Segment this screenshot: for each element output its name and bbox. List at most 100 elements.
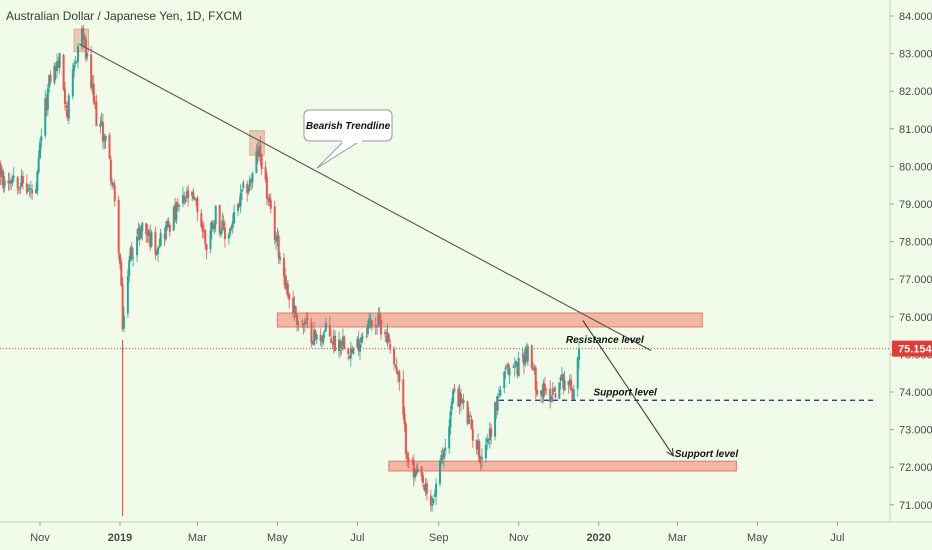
candle-body [2,171,5,189]
candle-body [448,426,451,449]
candle-body [440,455,443,461]
candle-body [16,177,19,189]
time-tick-label: 2019 [108,532,132,544]
candle-down [507,361,510,375]
candle-up [267,194,270,207]
candle-up [37,150,40,175]
candle-up [35,182,38,194]
candle-down [302,322,305,335]
bearish-trendline[interactable] [79,43,652,352]
candle-body [567,381,570,385]
candle-up [231,213,234,234]
candle-body [136,236,139,256]
candle-down [421,471,424,488]
candle-body [305,319,308,321]
candle-body [533,367,536,370]
candle-down [387,333,390,345]
candle-body [404,424,407,454]
candle-down [407,452,410,469]
candle-body [488,428,491,441]
candle-down [212,219,215,232]
candle-down [389,339,392,354]
candle-up [58,53,61,74]
candle-body [432,498,435,504]
candle-down [351,345,354,353]
candle-down [453,383,456,394]
candle-body [414,469,417,478]
candle-body [28,188,31,190]
candle-up [440,450,443,466]
resistance-label: Resistance level [566,335,644,346]
candle-body [258,147,261,157]
candle-body [444,447,447,451]
candle-down [92,75,95,106]
candle-up [166,218,169,231]
candle-up [73,59,76,78]
candle-body [543,384,546,390]
candle-down [174,197,177,224]
candle-up [368,313,371,330]
candle-body [172,207,175,231]
candle-down [205,243,208,260]
candle-up [275,232,278,251]
candle-body [138,227,141,240]
candle-body [83,37,86,40]
price-axis[interactable]: 84.000 83.000 82.000 81.000 80.000 79.000 78.0… [890,11,932,512]
candle-body [315,334,318,340]
candle-body [357,339,360,352]
candle-down [49,70,52,86]
price-tick-label: 77.000 [899,274,932,286]
candle-body [229,227,232,234]
candle-down [112,182,115,189]
candle-up [126,269,129,318]
candle-up [276,227,279,247]
candle-body [328,324,331,337]
candle-body [141,223,144,232]
candle-down [378,307,381,327]
candle-body [0,164,2,177]
candle-body [505,366,508,368]
candle-body [366,324,369,335]
candle-down [402,370,405,421]
candle-up [539,390,542,403]
candle-body [242,182,245,188]
candle-up [248,175,251,191]
candle-body [416,468,419,473]
candle-body [273,206,276,240]
candle-body [100,121,103,124]
candle-body [213,224,216,229]
candle-body [183,196,186,202]
candle-body [293,305,296,313]
candle-down [310,317,313,348]
candle-down [357,331,360,356]
candle-up [313,322,316,347]
candle-up [563,371,566,391]
candle-up [27,183,30,192]
candle-body [494,402,497,437]
candle-down [117,195,120,260]
candle-up [442,448,445,468]
candle-up [136,229,139,262]
candle-down [403,406,406,432]
candle-body [421,475,424,483]
candle-body [129,248,132,262]
time-axis[interactable]: Nov 2019 Mar May Jul Sep Nov 2020 Mar May Jul [30,522,844,544]
candle-body [323,331,326,333]
candle-body [550,396,553,401]
candle-body [517,357,520,377]
candle-up [508,365,511,385]
candle-down [549,380,552,409]
candle-body [508,368,511,376]
candle-body [572,389,575,400]
candle-body [57,61,60,67]
candle-down [268,193,271,207]
candle-down [522,352,525,374]
candle-body [386,332,389,342]
candle-up [503,370,506,394]
candle-down [223,219,226,248]
candle-down [490,424,493,445]
candle-down [10,179,13,191]
candle-down [201,220,204,239]
candle-body [267,198,270,200]
candle-body [111,181,114,184]
